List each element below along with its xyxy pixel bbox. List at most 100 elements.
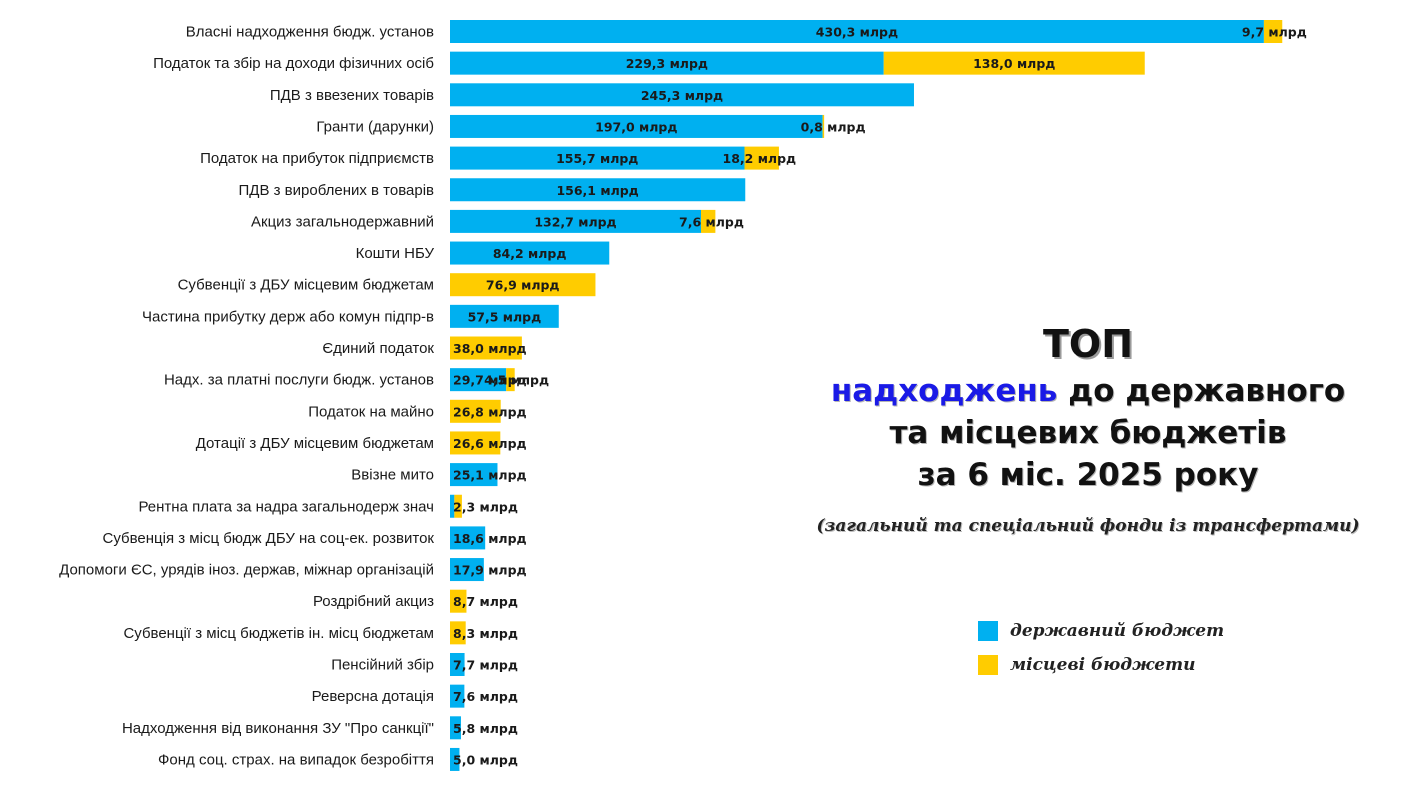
bar-local bbox=[450, 336, 522, 360]
category-label: Податок на майно bbox=[308, 403, 434, 420]
category-label: ПДВ з ввезених товарів bbox=[270, 87, 434, 104]
bar-state bbox=[450, 20, 1264, 43]
data-label: 0,8 млрд bbox=[801, 119, 866, 134]
category-label: Податок та збір на доходи фізичних осіб bbox=[153, 55, 434, 72]
bar-state bbox=[450, 83, 914, 107]
category-label: Частина прибутку держ або комун підпр-в bbox=[142, 308, 434, 325]
category-label: Допомоги ЄС, урядів іноз. держав, міжнар… bbox=[59, 562, 434, 579]
title-top: ТОП bbox=[1042, 322, 1134, 366]
data-label: 9,7 млрд bbox=[1242, 25, 1307, 40]
data-label: 18,2 млрд bbox=[723, 151, 797, 166]
bar-state bbox=[450, 684, 465, 708]
data-label: 8,7 млрд bbox=[453, 594, 518, 609]
title-line-1: надходжень до державного bbox=[808, 370, 1368, 412]
bar-local bbox=[744, 146, 779, 170]
bar-local bbox=[883, 51, 1145, 75]
data-label: 57,5 млрд bbox=[468, 309, 542, 324]
legend-swatch-state bbox=[978, 621, 998, 641]
data-label: 430,3 млрд bbox=[816, 25, 898, 40]
legend-label-local: місцеві бюджети bbox=[1010, 655, 1196, 675]
bar-local bbox=[822, 114, 825, 138]
data-label: 17,9 млрд bbox=[453, 563, 527, 578]
legend-swatch-local bbox=[978, 655, 998, 675]
title-line-3: за 6 міс. 2025 року bbox=[917, 457, 1259, 493]
category-label: Гранти (дарунки) bbox=[316, 118, 434, 135]
category-label: Субвенції з місц бюджетів ін. місц бюдже… bbox=[123, 625, 434, 642]
bar-local bbox=[450, 589, 467, 613]
bar-state bbox=[450, 114, 823, 138]
category-label: Дотації з ДБУ місцевим бюджетам bbox=[196, 435, 434, 452]
bar-state bbox=[450, 51, 884, 75]
data-label: 155,7 млрд bbox=[556, 151, 638, 166]
legend-label-state: державний бюджет bbox=[1010, 621, 1225, 641]
data-label: 84,2 млрд bbox=[493, 246, 567, 261]
category-label: Власні надходження бюдж. установ bbox=[186, 24, 434, 41]
title-line-2: та місцевих бюджетів bbox=[889, 415, 1287, 451]
data-label: 76,9 млрд bbox=[486, 278, 560, 293]
data-label: 18,6 млрд bbox=[453, 531, 527, 546]
category-label: Кошти НБУ bbox=[356, 245, 435, 262]
bar-local bbox=[450, 399, 501, 423]
title-panel: ТОП надходжень до державного та місцевих… bbox=[808, 318, 1368, 536]
bar-state bbox=[450, 241, 610, 265]
bar-state bbox=[450, 209, 702, 233]
bar-state bbox=[450, 716, 461, 740]
data-label: 229,3 млрд bbox=[626, 56, 708, 71]
bar-state bbox=[450, 463, 498, 487]
bar-local bbox=[450, 431, 501, 455]
bar-state bbox=[450, 178, 746, 202]
legend-item-state: державний бюджет bbox=[978, 614, 1224, 648]
data-label: 29,7 млрд bbox=[453, 373, 527, 388]
bar-local bbox=[701, 209, 716, 233]
data-label: 4,5 млрд bbox=[484, 373, 549, 388]
bar-local bbox=[1263, 20, 1283, 43]
bar-state bbox=[450, 304, 559, 328]
category-label: Ввізне мито bbox=[351, 467, 434, 484]
data-label: 8,3 млрд bbox=[453, 626, 518, 641]
bar-state bbox=[450, 747, 460, 771]
data-label: 138,0 млрд bbox=[973, 56, 1055, 71]
category-label: Надходження від виконання ЗУ "Про санкці… bbox=[122, 720, 434, 737]
data-label: 7,7 млрд bbox=[453, 658, 518, 673]
data-label: 26,6 млрд bbox=[453, 436, 527, 451]
category-label: Податок на прибуток підприємств bbox=[200, 150, 434, 167]
category-label: ПДВ з вироблених в товарів bbox=[239, 182, 435, 199]
bar-state bbox=[450, 653, 465, 676]
bar-state bbox=[450, 558, 484, 582]
legend-item-local: місцеві бюджети bbox=[978, 648, 1224, 682]
bar-local bbox=[454, 494, 462, 518]
category-label: Пенсійний збір bbox=[331, 657, 434, 674]
data-label: 2,3 млрд bbox=[453, 499, 518, 514]
bar-state bbox=[450, 526, 486, 550]
category-label: Надх. за платні послуги бюдж. установ bbox=[164, 372, 434, 389]
title-accent: надходжень bbox=[830, 373, 1058, 409]
bar-state bbox=[450, 368, 507, 392]
bar-local bbox=[450, 273, 596, 297]
category-label: Рентна плата за надра загальнодерж знач bbox=[138, 498, 434, 515]
data-label: 5,0 млрд bbox=[453, 752, 518, 767]
bar-state bbox=[450, 146, 745, 170]
category-label: Єдиний податок bbox=[322, 340, 434, 357]
subtitle: (загальний та спеціальний фонди із транс… bbox=[816, 516, 1360, 536]
data-label: 132,7 млрд bbox=[534, 214, 616, 229]
bar-local bbox=[506, 368, 515, 392]
data-label: 25,1 млрд bbox=[453, 468, 527, 483]
data-label: 156,1 млрд bbox=[556, 183, 638, 198]
data-label: 7,6 млрд bbox=[679, 214, 744, 229]
bar-state bbox=[450, 494, 455, 518]
legend: державний бюджет місцеві бюджети bbox=[978, 614, 1224, 682]
category-label: Акциз загальнодержавний bbox=[251, 213, 434, 230]
bar-local bbox=[450, 621, 466, 645]
category-label: Субвенція з місц бюдж ДБУ на соц-ек. роз… bbox=[103, 530, 435, 547]
data-label: 38,0 млрд bbox=[453, 341, 527, 356]
data-label: 26,8 млрд bbox=[453, 404, 527, 419]
category-label: Роздрібний акциз bbox=[313, 593, 434, 610]
data-label: 5,8 млрд bbox=[453, 721, 518, 736]
data-label: 7,6 млрд bbox=[453, 689, 518, 704]
data-label: 245,3 млрд bbox=[641, 88, 723, 103]
title-line-1-rest: до державного bbox=[1057, 373, 1346, 409]
category-label: Фонд соц. страх. на випадок безробіття bbox=[158, 751, 434, 768]
data-label: 197,0 млрд bbox=[595, 119, 677, 134]
category-label: Субвенції з ДБУ місцевим бюджетам bbox=[178, 277, 434, 294]
